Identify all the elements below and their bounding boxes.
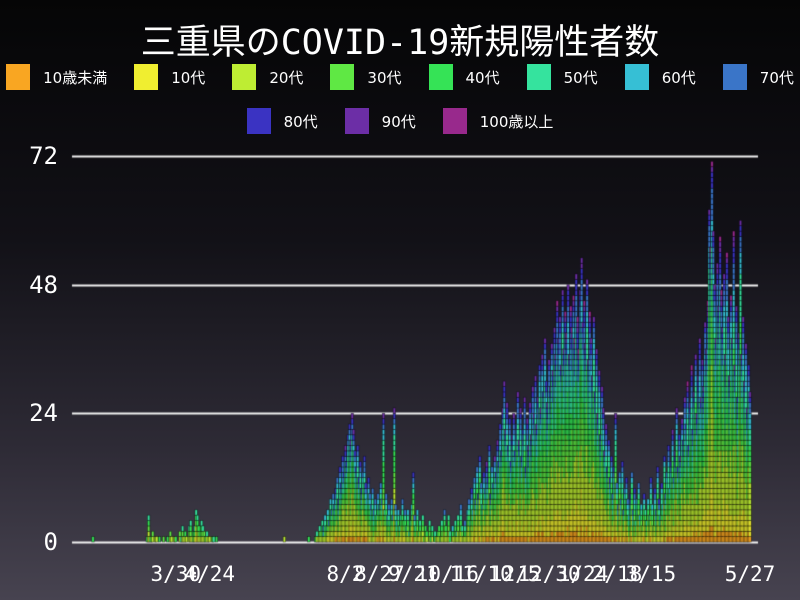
legend-label: 100歳以上 [479, 112, 554, 131]
legend-label: 20代 [269, 68, 304, 87]
x-tick-label: 8/2 [326, 562, 365, 586]
chart-title: 三重県のCOVID-19新規陽性者数 [140, 23, 660, 63]
legend-item: 50代 [526, 64, 598, 90]
legend-label: 30代 [367, 68, 402, 87]
legend-label: 70代 [759, 68, 794, 87]
legend-swatch [722, 64, 747, 90]
legend-item: 10代 [134, 64, 205, 90]
legend-item: 90代 [344, 108, 416, 134]
x-tick-label: 1/24 [557, 562, 609, 586]
legend-swatch [134, 64, 159, 90]
y-tick-label: 72 [29, 142, 58, 170]
legend-swatch [428, 64, 453, 90]
legend-swatch [6, 64, 31, 90]
legend-swatch [344, 108, 369, 134]
legend-label: 50代 [563, 68, 598, 87]
x-tick-label: 3/15 [625, 562, 677, 586]
legend-item: 80代 [246, 108, 318, 134]
legend-item: 30代 [330, 64, 402, 90]
x-tick-label: 2/18 [591, 562, 643, 586]
x-tick-label: 8/27 [354, 562, 405, 586]
legend-label: 60代 [661, 68, 696, 87]
x-tick-label: 12/5 [489, 562, 541, 586]
legend-row-1: 10歳未満 10代 20代 30代 40代 50代 60代 70代 [0, 64, 800, 90]
y-tick-label: 24 [29, 399, 58, 428]
legend-swatch [526, 64, 551, 90]
legend-label: 90代 [381, 112, 416, 131]
legend-item: 100歳以上 [442, 108, 554, 134]
legend-label: 80代 [283, 112, 318, 131]
legend-row-2: 80代 90代 100歳以上 [0, 108, 800, 134]
x-tick-label: 9/21 [388, 562, 439, 586]
legend-label: 40代 [465, 68, 500, 87]
legend-item: 20代 [232, 64, 303, 90]
legend-item: 60代 [624, 64, 696, 90]
x-tick-label: 3/30 [150, 562, 202, 586]
legend-label: 10代 [171, 68, 206, 87]
legend-swatch [232, 64, 257, 90]
y-tick-label: 48 [29, 270, 58, 299]
legend-label: 10歳未満 [43, 68, 108, 87]
x-tick-label: 4/24 [184, 562, 236, 586]
legend-item: 40代 [428, 64, 500, 90]
x-tick-label: 10/16 [415, 562, 479, 586]
legend-swatch [442, 108, 467, 134]
legend-swatch [246, 108, 271, 134]
y-tick-label: 0 [43, 528, 58, 556]
legend-item: 70代 [722, 64, 794, 90]
legend-swatch [624, 64, 649, 90]
legend-swatch [330, 64, 355, 90]
x-tick-label: 5/27 [724, 562, 776, 586]
x-tick-label: 12/30 [517, 562, 581, 586]
x-tick-label: 11/10 [449, 562, 513, 586]
legend-item: 10歳未満 [6, 64, 107, 90]
